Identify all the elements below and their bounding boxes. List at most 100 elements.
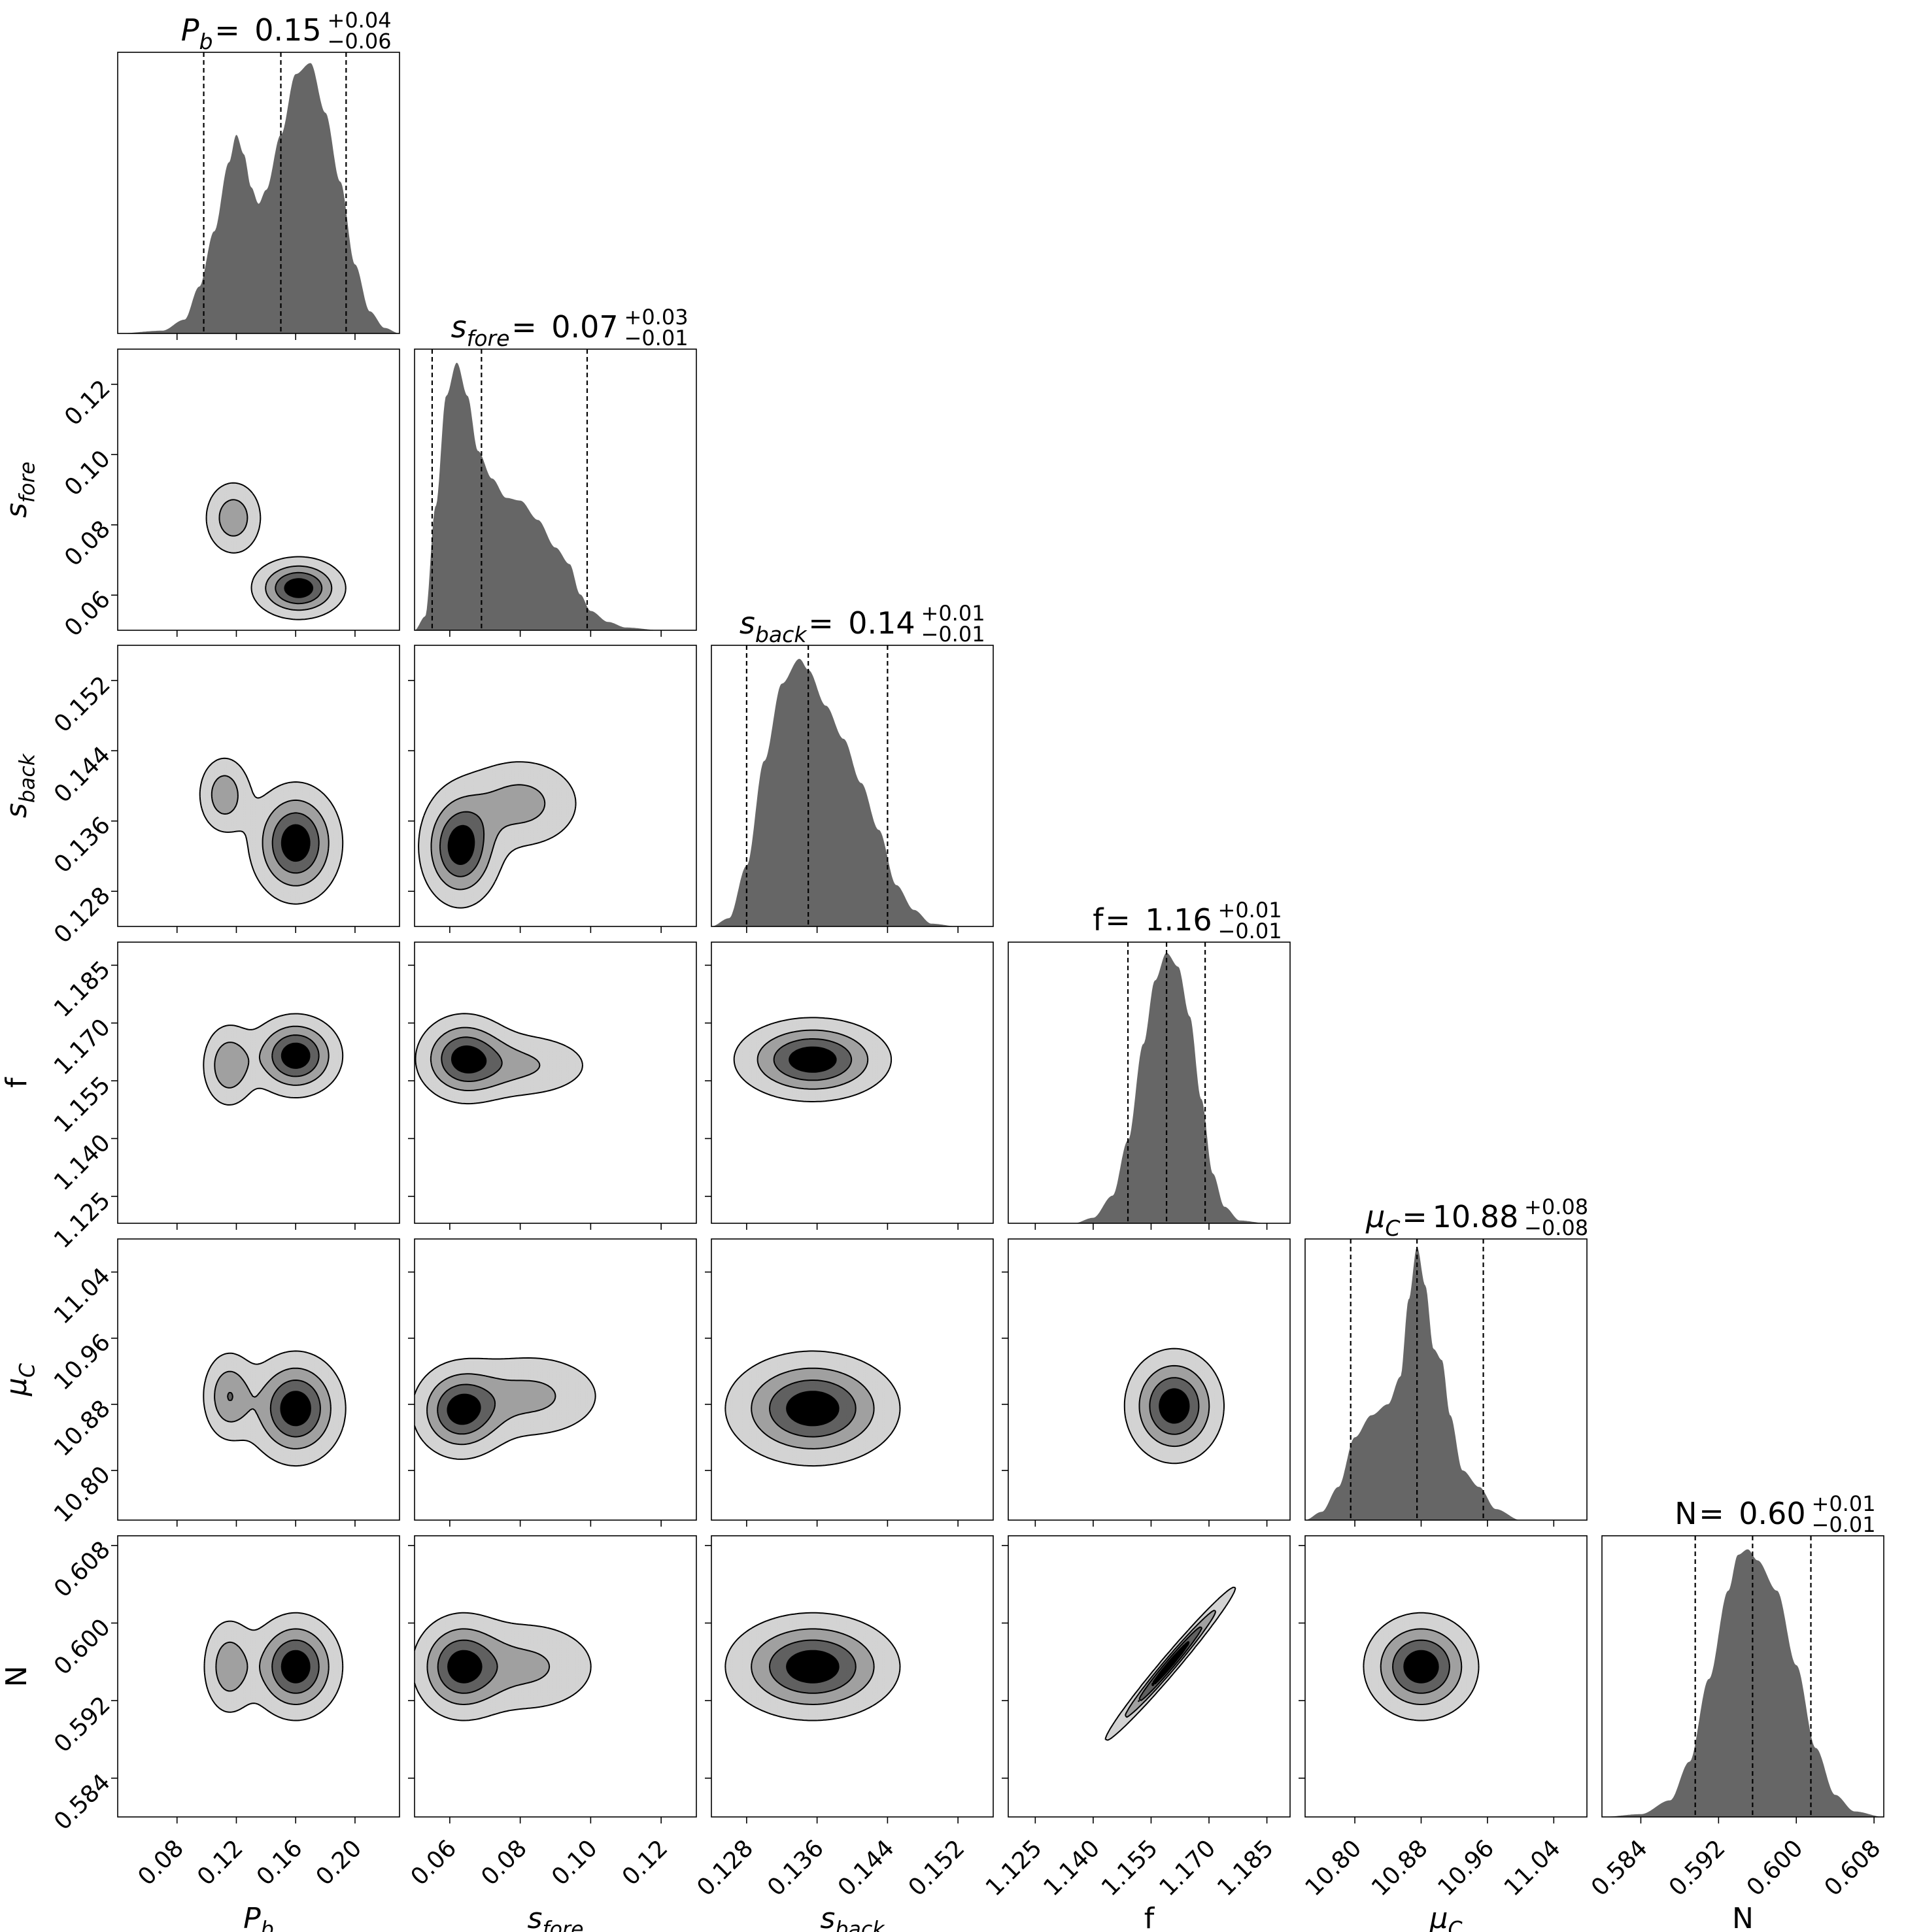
title-label-sfore: sfore (451, 309, 510, 351)
panel-frame (711, 941, 994, 1224)
marginal-title-f: f = 1.16 +0.01−0.01 (1093, 898, 1282, 943)
panel-frame-Pb (117, 52, 400, 334)
title-plus-N: +0.01 (1812, 1491, 1876, 1516)
y-tick-label-f-1: 1.140 (49, 1129, 116, 1196)
contour-line-2 (227, 1380, 321, 1438)
title-minus-sback: −0.01 (921, 622, 985, 647)
panel-frame-sfore (414, 348, 697, 631)
joint-panel-sback-f (705, 941, 994, 1230)
contour-line-0 (418, 761, 577, 909)
title-plus-f: +0.01 (1218, 898, 1282, 923)
marginal-title-N: N = 0.60 +0.01−0.01 (1675, 1491, 1875, 1537)
contour-line-0 (199, 757, 344, 905)
contour-line-2 (1392, 1639, 1450, 1694)
x-tick-label-f-3: 1.170 (1155, 1835, 1221, 1901)
x-tick-label-Pb-0: 0.08 (133, 1835, 189, 1891)
contour-line-2 (769, 1639, 857, 1694)
x-axis-label-sfore: sfore (528, 1902, 584, 1932)
contour-line-0 (1123, 1347, 1225, 1465)
contour-line-0 (724, 1350, 901, 1467)
joint-panel-Pb-f (111, 941, 400, 1230)
contour-line-3 (280, 1391, 311, 1427)
contour-line-0 (1363, 1612, 1480, 1721)
contour-line-2 (439, 811, 485, 877)
marginal-fill-sfore (415, 362, 696, 630)
title-value-sfore: 0.07 (551, 309, 618, 345)
contour-line-2 (271, 812, 320, 874)
joint-panel-f-N (1002, 1535, 1291, 1823)
x-tick-label-Pb-2: 0.16 (252, 1835, 308, 1891)
marginal-panel-sback: sback = 0.14 +0.01−0.01 (711, 601, 994, 933)
marginal-title-muC: μC = 10.88 +0.08−0.08 (1365, 1195, 1588, 1241)
contour-line-3 (281, 1650, 311, 1684)
contour-line-1 (215, 1628, 330, 1705)
joint-panel-sback-N (705, 1535, 994, 1823)
contour-line-3 (447, 1393, 481, 1425)
panel-frame (1304, 1535, 1588, 1818)
y-tick-label-sback-2: 0.144 (49, 741, 116, 808)
contour-line-1 (757, 1029, 869, 1090)
panel-frame-f (1008, 941, 1291, 1224)
y-tick-label-sfore-3: 0.12 (60, 375, 116, 432)
title-equals-N: = (1699, 1496, 1724, 1531)
contour-line-0 (203, 1612, 344, 1721)
panel-frame (414, 941, 697, 1224)
y-axis-label-muC: μC (0, 1363, 39, 1397)
x-tick-label-N-3: 0.608 (1820, 1835, 1886, 1901)
contour-line-3 (281, 1042, 311, 1069)
joint-panel-sfore-f (408, 941, 697, 1230)
contour-line-0 (724, 1612, 901, 1721)
y-tick-label-N-2: 0.600 (49, 1614, 116, 1680)
panel-frame (117, 645, 400, 927)
contour-line-0 (415, 1013, 583, 1105)
x-axis-label-Pb: Pb (243, 1902, 274, 1932)
contour-fill-3 (281, 1650, 310, 1684)
marginal-fill-f (1008, 953, 1290, 1223)
y-axis-label-sback: sback (0, 753, 39, 818)
y-tick-label-f-3: 1.170 (49, 1014, 116, 1081)
panel-frame (117, 1535, 400, 1818)
title-equals-muC: = (1402, 1199, 1427, 1234)
title-label-muC: μC (1365, 1199, 1400, 1241)
marginal-fill-Pb (118, 63, 400, 333)
marginal-fill-N (1602, 1549, 1884, 1817)
title-value-muC: 10.88 (1433, 1199, 1519, 1234)
y-tick-label-N-1: 0.592 (49, 1691, 116, 1758)
joint-panel-Pb-sback (111, 645, 400, 933)
contour-line-2 (437, 1383, 496, 1435)
contour-fill-3 (447, 1394, 481, 1425)
y-tick-label-f-0: 1.125 (49, 1187, 116, 1254)
contour-fill-3 (1151, 1641, 1190, 1687)
x-tick-label-N-2: 0.600 (1742, 1835, 1809, 1901)
title-label-N: N (1675, 1496, 1697, 1531)
contour-line-2 (1137, 1626, 1203, 1703)
y-axis-label-f: f (0, 1077, 33, 1088)
title-plus-Pb: +0.04 (328, 8, 392, 33)
x-tick-label-sback-3: 0.152 (904, 1835, 970, 1901)
contour-line-1 (211, 775, 330, 887)
marginal-panel-f: f = 1.16 +0.01−0.01 (1008, 898, 1291, 1230)
title-label-sback: sback (740, 605, 808, 647)
y-tick-label-sfore-1: 0.08 (60, 516, 116, 572)
x-tick-label-sback-0: 0.128 (692, 1835, 758, 1901)
contour-line-1 (426, 1373, 556, 1446)
contour-line-1 (218, 499, 333, 611)
x-tick-label-sback-2: 0.144 (833, 1835, 900, 1901)
contour-line-1 (430, 1026, 541, 1091)
y-tick-label-muC-2: 10.96 (49, 1329, 116, 1396)
y-tick-label-sback-3: 0.152 (49, 671, 116, 738)
panel-frame-sback (711, 645, 994, 927)
marginal-title-sback: sback = 0.14 +0.01−0.01 (740, 601, 985, 647)
contour-line-3 (451, 1045, 487, 1074)
contour-line-3 (786, 1391, 840, 1427)
contour-line-0 (203, 1350, 347, 1467)
title-minus-f: −0.01 (1218, 919, 1282, 943)
title-minus-muC: −0.08 (1524, 1215, 1588, 1240)
contour-line-2 (769, 1380, 857, 1438)
marginal-fill-sback (711, 658, 993, 926)
contour-line-2 (773, 1038, 853, 1081)
contour-line-0 (733, 1017, 893, 1102)
panel-frame-N (1601, 1535, 1884, 1818)
panel-frame (117, 348, 400, 631)
